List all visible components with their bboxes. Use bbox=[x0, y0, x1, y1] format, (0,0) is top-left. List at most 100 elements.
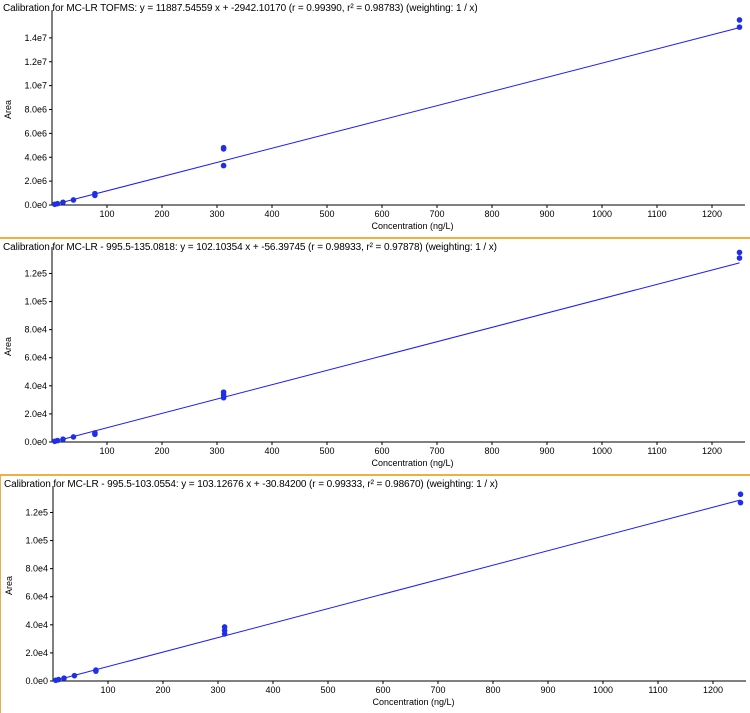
x-tick-label: 600 bbox=[375, 685, 390, 695]
y-axis-title: Area bbox=[4, 576, 14, 595]
data-point bbox=[55, 676, 62, 683]
data-point bbox=[61, 675, 67, 681]
x-tick-label: 1000 bbox=[592, 209, 612, 219]
regression-line bbox=[52, 499, 741, 682]
x-tick-label: 100 bbox=[100, 685, 115, 695]
y-tick-label: 8.0e4 bbox=[25, 564, 48, 574]
data-point bbox=[54, 437, 61, 444]
x-tick-label: 200 bbox=[155, 685, 170, 695]
y-tick-label: 8.0e6 bbox=[24, 105, 47, 115]
x-tick-label: 200 bbox=[154, 446, 169, 456]
y-tick-label: 1.4e7 bbox=[24, 33, 47, 43]
data-point bbox=[736, 255, 743, 261]
x-tick-label: 800 bbox=[485, 685, 500, 695]
data-point bbox=[93, 667, 99, 673]
data-point bbox=[220, 389, 227, 395]
y-tick-label: 1.2e5 bbox=[25, 507, 48, 517]
x-tick-label: 1200 bbox=[702, 209, 722, 219]
x-tick-label: 900 bbox=[540, 685, 555, 695]
x-tick-label: 200 bbox=[154, 209, 169, 219]
x-tick-label: 1000 bbox=[593, 685, 613, 695]
data-point bbox=[54, 200, 61, 207]
data-point bbox=[220, 162, 227, 169]
y-tick-label: 1.0e5 bbox=[24, 297, 47, 307]
y-tick-label: 1.2e5 bbox=[24, 268, 47, 278]
x-tick-label: 400 bbox=[264, 209, 279, 219]
data-point bbox=[220, 144, 227, 151]
x-tick-label: 700 bbox=[429, 209, 444, 219]
x-tick-label: 900 bbox=[539, 446, 554, 456]
y-tick-label: 8.0e4 bbox=[24, 325, 47, 335]
y-tick-label: 4.0e4 bbox=[24, 381, 47, 391]
x-tick-label: 700 bbox=[429, 446, 444, 456]
data-point bbox=[60, 199, 66, 206]
y-tick-label: 2.0e4 bbox=[24, 409, 47, 419]
data-point bbox=[736, 249, 743, 256]
x-tick-label: 900 bbox=[539, 209, 554, 219]
data-point bbox=[60, 436, 66, 442]
y-tick-label: 1.2e7 bbox=[24, 57, 47, 67]
x-axis-title: Concentration (ng/L) bbox=[372, 697, 454, 707]
x-tick-label: 500 bbox=[319, 446, 334, 456]
x-tick-label: 1100 bbox=[648, 685, 667, 695]
y-tick-label: 2.0e4 bbox=[25, 648, 48, 658]
data-point bbox=[737, 491, 744, 498]
y-tick-label: 2.0e6 bbox=[24, 176, 47, 186]
data-point bbox=[70, 197, 77, 203]
panel-divider[interactable] bbox=[0, 237, 750, 239]
y-tick-label: 6.0e4 bbox=[25, 592, 48, 602]
y-axis-title: Area bbox=[3, 100, 13, 119]
regression-line bbox=[51, 262, 740, 443]
calibration-panel-1: Calibration for MC-LR TOFMS: y = 11887.5… bbox=[0, 0, 750, 237]
calibration-chart-2: 100 200 300 400 500 600 700 800 900 1000 1100 1200 0… bbox=[3, 247, 745, 468]
y-axis-title: Area bbox=[3, 337, 13, 356]
chart-title: Calibration for MC-LR - 995.5-103.0554: … bbox=[4, 479, 498, 490]
y-tick-label: 4.0e6 bbox=[24, 152, 47, 162]
y-tick-label: 6.0e6 bbox=[24, 128, 47, 138]
x-tick-label: 800 bbox=[484, 209, 499, 219]
data-point bbox=[736, 17, 743, 23]
x-axis-title: Concentration (ng/L) bbox=[371, 221, 453, 231]
data-point bbox=[736, 24, 743, 30]
x-tick-label: 300 bbox=[210, 685, 225, 695]
x-tick-label: 600 bbox=[374, 446, 389, 456]
chart-title: Calibration for MC-LR TOFMS: y = 11887.5… bbox=[3, 3, 478, 14]
x-tick-label: 1100 bbox=[647, 209, 666, 219]
data-point bbox=[92, 430, 98, 436]
y-tick-label: 0.0e0 bbox=[24, 200, 47, 210]
x-tick-label: 500 bbox=[320, 685, 335, 695]
y-tick-label: 6.0e4 bbox=[24, 353, 47, 363]
data-point bbox=[71, 672, 78, 679]
x-tick-label: 1200 bbox=[702, 446, 722, 456]
chart-title: Calibration for MC-LR - 995.5-135.0818: … bbox=[3, 242, 497, 253]
y-tick-label: 4.0e4 bbox=[25, 620, 48, 630]
y-tick-label: 1.0e7 bbox=[24, 81, 47, 91]
x-tick-label: 1000 bbox=[592, 446, 612, 456]
x-tick-label: 100 bbox=[99, 446, 114, 456]
panel-divider[interactable] bbox=[0, 474, 750, 476]
data-point bbox=[737, 499, 744, 506]
y-tick-label: 0.0e0 bbox=[24, 437, 47, 447]
x-tick-label: 600 bbox=[374, 209, 389, 219]
x-tick-label: 100 bbox=[99, 209, 114, 219]
x-tick-label: 300 bbox=[209, 446, 224, 456]
x-axis-title: Concentration (ng/L) bbox=[371, 458, 453, 468]
x-tick-label: 400 bbox=[264, 446, 279, 456]
calibration-chart-3: 100 200 300 400 500 600 700 800 900 1000 1100 1200 0… bbox=[4, 486, 746, 707]
data-point bbox=[70, 434, 77, 440]
data-point bbox=[221, 624, 228, 630]
calibration-chart-1: 100 200 300 400 500 600 700 800 900 1000 1100 1200 0… bbox=[3, 10, 745, 231]
y-tick-label: 1.0e5 bbox=[25, 536, 48, 546]
x-tick-label: 500 bbox=[319, 209, 334, 219]
x-tick-label: 400 bbox=[265, 685, 280, 695]
calibration-panel-3: Calibration for MC-LR - 995.5-103.0554: … bbox=[0, 476, 750, 713]
regression-line bbox=[51, 27, 740, 206]
y-tick-label: 0.0e0 bbox=[25, 676, 48, 686]
calibration-panel-2: Calibration for MC-LR - 995.5-135.0818: … bbox=[0, 239, 750, 474]
x-tick-label: 300 bbox=[209, 209, 224, 219]
x-tick-label: 1100 bbox=[647, 446, 666, 456]
data-point bbox=[92, 190, 98, 197]
x-tick-label: 1200 bbox=[703, 685, 723, 695]
x-tick-label: 700 bbox=[430, 685, 445, 695]
x-tick-label: 800 bbox=[484, 446, 499, 456]
